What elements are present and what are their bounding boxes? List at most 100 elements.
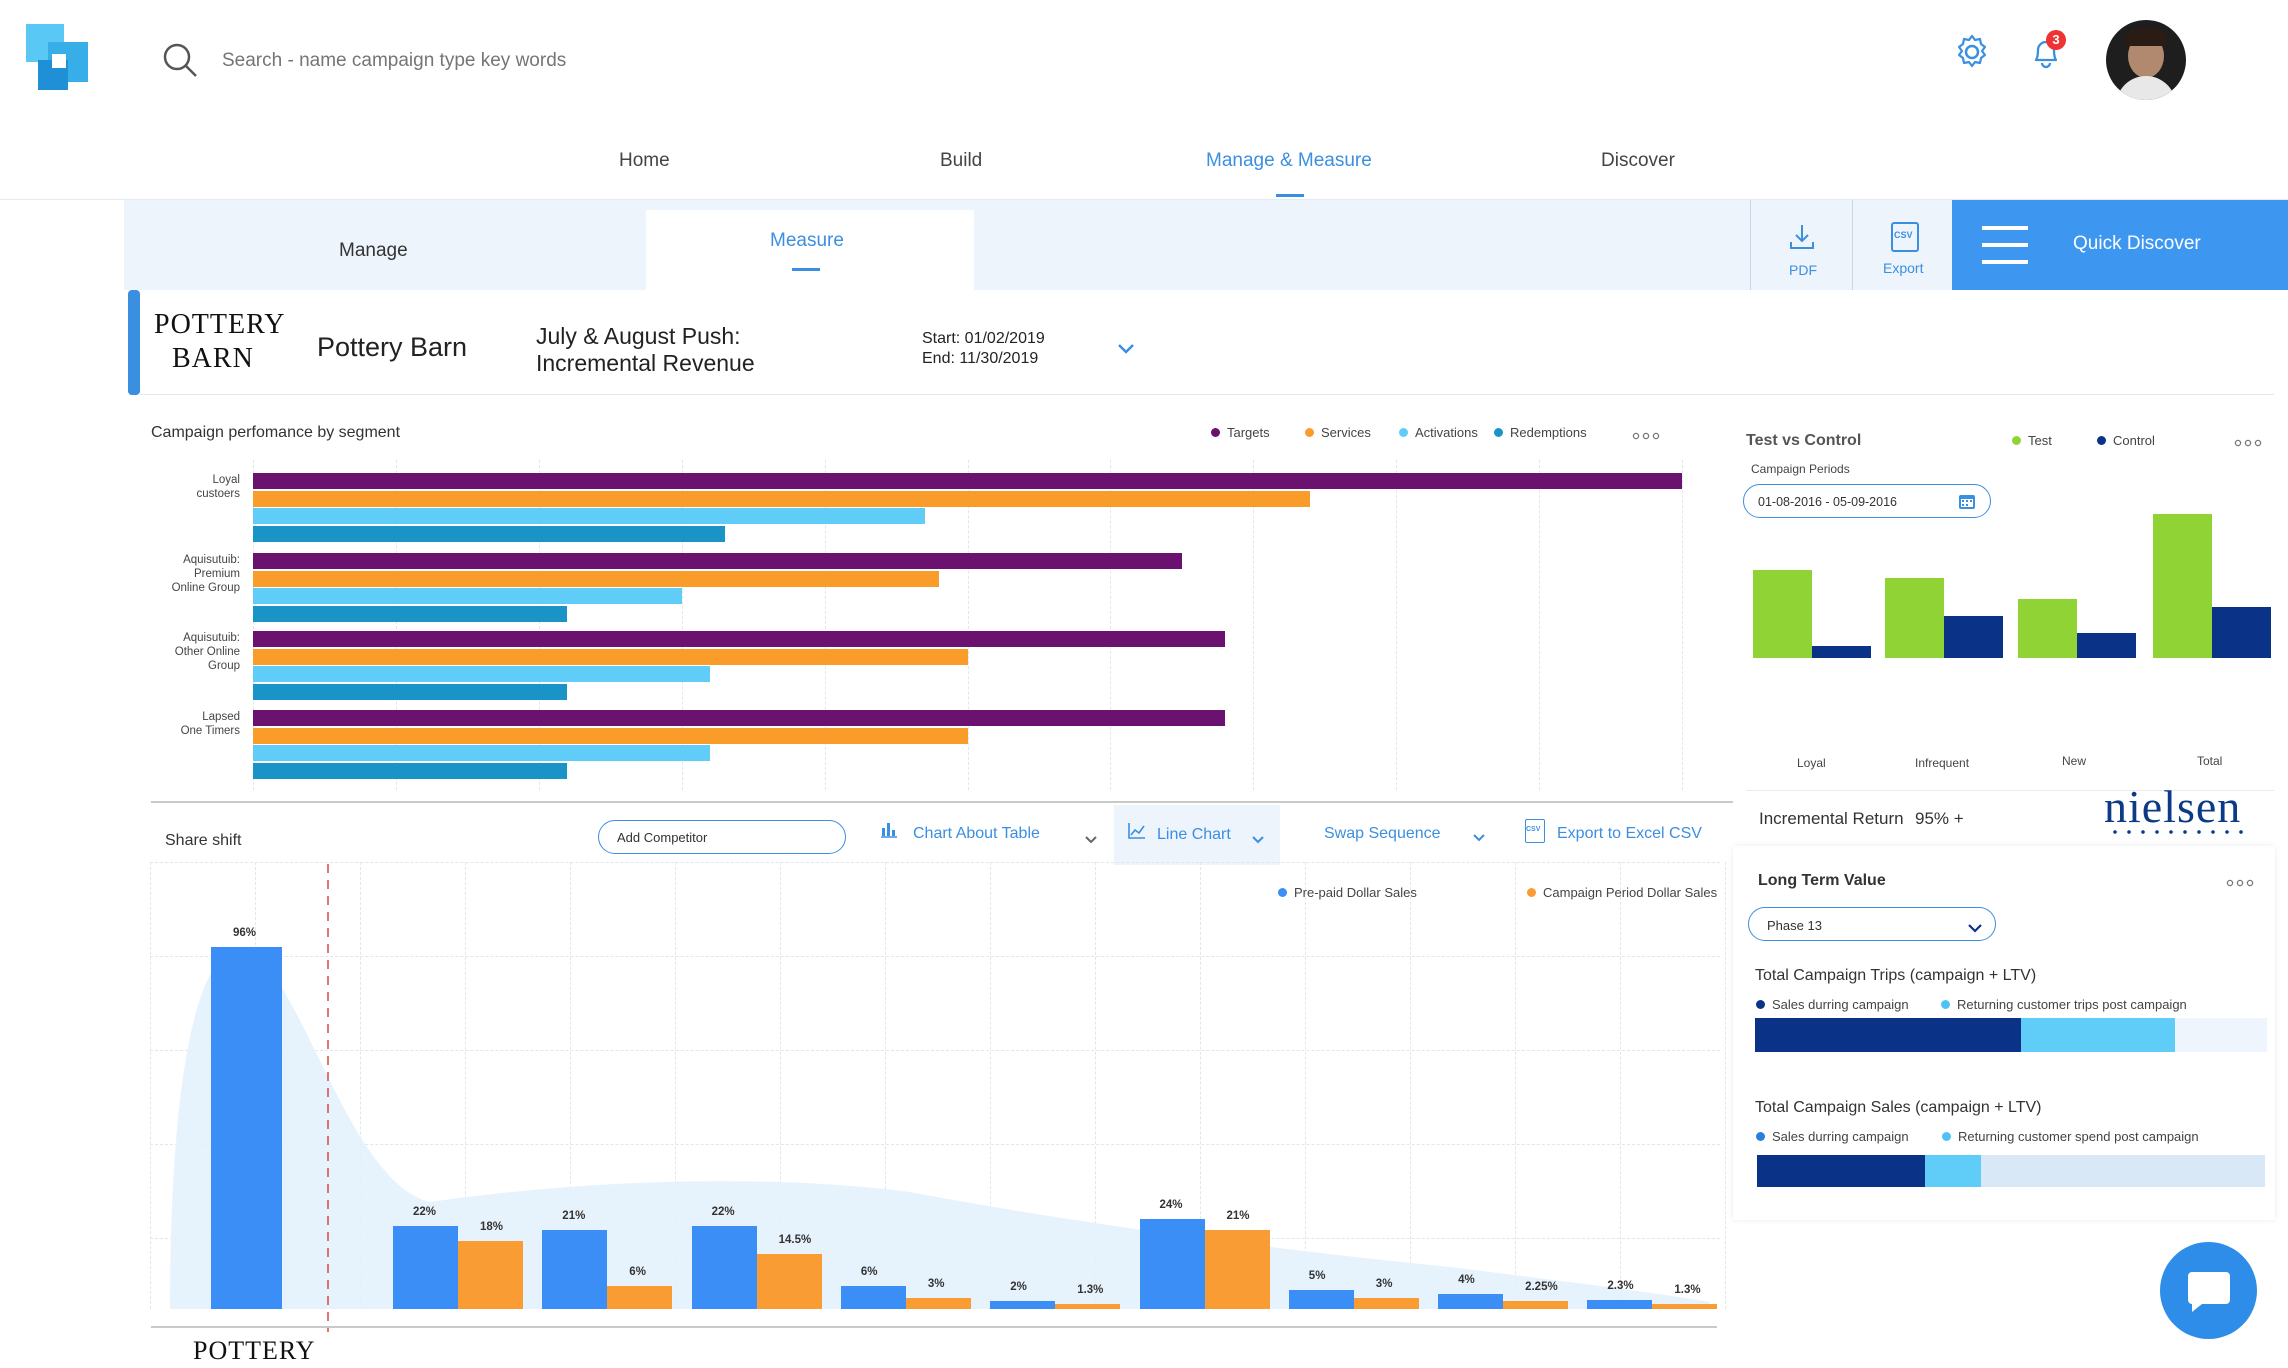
chat-button[interactable]	[2160, 1242, 2257, 1339]
date-range-chevron-down-icon[interactable]	[1116, 342, 1136, 356]
avatar[interactable]	[2106, 20, 2186, 100]
ltv-sales-segment-sales	[1757, 1155, 1925, 1187]
quick-discover-button[interactable]: Quick Discover	[1952, 200, 2288, 290]
export-button[interactable]: CSV Export	[1852, 200, 1954, 290]
swap-sequence-chevron-down-icon[interactable]	[1472, 830, 1486, 842]
ltv-sales-bar	[1757, 1155, 2265, 1187]
chart-about-table-button[interactable]: Chart About Table	[913, 825, 1040, 842]
segment-legend-services: Services	[1305, 425, 1371, 440]
segment-gridline	[1253, 460, 1255, 790]
segment-gridline	[253, 460, 254, 790]
ltv-trips-legend-returning: Returning customer trips post campaign	[1941, 997, 2187, 1012]
search-input[interactable]	[222, 46, 922, 76]
share-label-campaign: 3%	[927, 1277, 945, 1290]
brand-logo: POTTERY BARN	[154, 309, 286, 374]
share-bar-pre-paid	[990, 1301, 1056, 1309]
tvc-bar-control	[2077, 633, 2136, 658]
export-label: Export	[1883, 260, 1924, 276]
ltv-trips-segment-sales	[1755, 1018, 2022, 1052]
bar-chart-icon	[880, 821, 898, 839]
segment-bar	[253, 588, 682, 604]
notification-bell-icon[interactable]: 3	[2026, 30, 2070, 76]
tab-measure-label: Measure	[770, 230, 844, 251]
share-gridline	[150, 1050, 1720, 1051]
search-icon[interactable]	[160, 40, 200, 80]
campaign-period-picker[interactable]: 01-08-2016 - 05-09-2016	[1743, 484, 1991, 518]
share-gridline	[1095, 862, 1096, 1309]
segment-more-icon[interactable]	[1632, 428, 1660, 440]
ltv-sales-segment-returning	[1924, 1155, 1981, 1187]
segment-legend-targets: Targets	[1211, 425, 1270, 440]
add-competitor-input[interactable]: Add Competitor	[598, 820, 846, 854]
quick-discover-label: Quick Discover	[2073, 233, 2201, 254]
share-gridline	[1725, 862, 1726, 1309]
share-gridline	[1410, 862, 1411, 1309]
share-bar-pre-paid	[1288, 1290, 1354, 1309]
segment-gridline	[1396, 460, 1398, 790]
tab-manage[interactable]: Manage	[339, 240, 408, 261]
line-chart-button[interactable]: Line Chart	[1157, 826, 1231, 843]
segment-legend-activations: Activations	[1399, 425, 1478, 440]
top-bar: 3	[0, 0, 2288, 122]
share-bar-pre-paid	[542, 1229, 608, 1309]
segment-bar	[253, 473, 1682, 489]
share-bar-pre-paid	[1587, 1300, 1653, 1309]
share-label-pre-paid: 2%	[1010, 1281, 1027, 1294]
brand-name: Pottery Barn	[317, 332, 468, 362]
nav-manage-measure[interactable]: Manage & Measure	[1206, 150, 1372, 171]
app-logo[interactable]	[26, 24, 96, 94]
share-gridline	[150, 862, 1720, 863]
phase-select[interactable]: Phase 13	[1748, 907, 1996, 941]
tvc-bar-test	[1753, 569, 1812, 658]
segment-category-label: Loyal custoers	[196, 474, 240, 500]
tvc-legend-test: Test	[2012, 433, 2052, 448]
left-pane	[0, 200, 124, 1368]
gear-icon[interactable]	[1952, 32, 1992, 72]
segment-bar	[253, 525, 725, 542]
segment-gridline	[538, 460, 540, 790]
segment-chart-title: Campaign perfomance by segment	[151, 424, 401, 441]
ltv-sales-title: Total Campaign Sales (campaign + LTV)	[1755, 1099, 2042, 1116]
share-footer-logo: POTTERY	[193, 1336, 316, 1365]
chart-about-table-chevron-down-icon[interactable]	[1084, 832, 1098, 844]
share-bar-pre-paid	[393, 1226, 458, 1309]
line-chart-icon	[1128, 822, 1146, 840]
share-bar-pre-paid	[840, 1286, 906, 1309]
line-chart-chevron-down-icon[interactable]	[1251, 832, 1265, 844]
export-csv-button[interactable]: Export to Excel CSV	[1557, 825, 1702, 842]
swap-sequence-button[interactable]: Swap Sequence	[1324, 825, 1441, 842]
segment-bar	[253, 631, 1225, 647]
segment-legend-redemptions: Redemptions	[1494, 425, 1587, 440]
share-gridline	[675, 862, 676, 1309]
share-label-pre-paid: 22%	[711, 1206, 735, 1219]
share-label-campaign: 3%	[1375, 1277, 1393, 1290]
pdf-button[interactable]: PDF	[1750, 200, 1852, 290]
nav-discover[interactable]: Discover	[1601, 150, 1675, 171]
campaign-accent-bar	[128, 290, 140, 395]
share-gridline	[150, 1144, 1720, 1145]
segment-chart: Loyal custoers Aquisutuib: Premium Online…	[130, 460, 1683, 790]
segment-bar	[253, 648, 968, 665]
campaign-periods-label: Campaign Periods	[1751, 462, 1850, 476]
tab-measure-indicator	[792, 268, 820, 271]
share-label-pre-paid: 22%	[413, 1206, 437, 1219]
segment-bar	[253, 553, 1182, 569]
line-chart-control[interactable]	[1114, 805, 1280, 865]
share-legend-pre-paid: Pre-paid Dollar Sales	[1278, 885, 1417, 900]
share-area-curve	[170, 864, 1710, 1332]
nav-build[interactable]: Build	[940, 150, 983, 171]
tvc-more-icon[interactable]	[2234, 435, 2262, 447]
ltv-more-icon[interactable]	[2226, 875, 2254, 887]
nav-home[interactable]: Home	[619, 150, 670, 171]
csv-file-icon: CSV	[1891, 222, 1919, 252]
ltv-trips-title: Total Campaign Trips (campaign + LTV)	[1755, 967, 2037, 984]
campaign-title-line1: July & August Push:	[536, 323, 741, 349]
segment-gridline	[1682, 460, 1683, 790]
segment-bar	[253, 490, 1311, 507]
tab-measure[interactable]	[646, 210, 974, 290]
share-gridline	[1200, 862, 1201, 1309]
nav-active-indicator	[1276, 194, 1304, 197]
ltv-sales-legend-sales: Sales durring campaign	[1756, 1129, 1909, 1144]
test-control-chart: Loyal Infrequent New Total	[1746, 470, 2276, 780]
segment-gridline	[1539, 460, 1541, 790]
